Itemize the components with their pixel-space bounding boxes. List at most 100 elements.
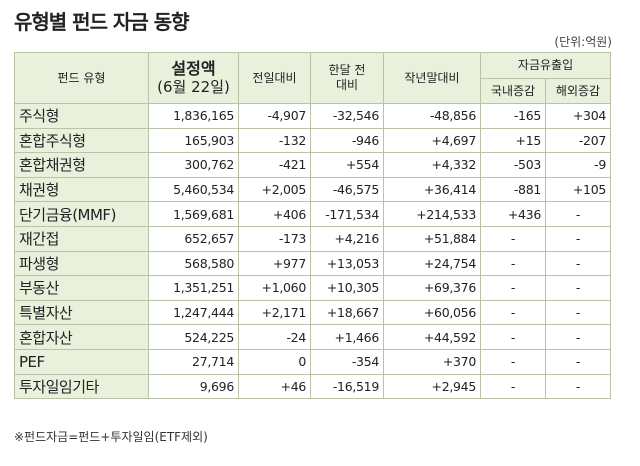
- value-cell: +554: [310, 152, 384, 178]
- table-row: 투자일임기타 9,696 +46 -16,519 +2,945- -: [14, 373, 612, 400]
- value-cell: +2,005: [238, 176, 311, 203]
- value-cell: -48,856: [383, 103, 481, 129]
- value-cell: +69,376: [383, 275, 481, 301]
- value-cell: +51,884: [383, 225, 481, 252]
- value-cell: 524,225: [148, 324, 239, 350]
- value-cell: +4,216: [310, 225, 384, 252]
- value-cell: -207: [544, 127, 612, 154]
- table-row: 파생형 568,580 +977 +13,053 +24,754- -: [14, 250, 612, 277]
- fund-table: 펀드 유형 설정액 (6월 22일) 전일대비 한달 전 대비 작년말대비 자금유출…: [14, 52, 612, 400]
- value-cell: -: [480, 275, 546, 301]
- value-cell: +1,466: [310, 324, 384, 350]
- header-cell: 설정액 (6월 22일): [148, 52, 239, 104]
- value-cell: -: [480, 373, 546, 400]
- value-cell: +2,171: [238, 299, 311, 326]
- value-cell: -132: [238, 127, 311, 154]
- value-cell: -354: [310, 348, 384, 375]
- fund-type: 부동산: [14, 275, 149, 301]
- value-cell: +46: [238, 373, 311, 400]
- header-cell: 자금유출입: [479, 52, 612, 79]
- header-cell: 해외증감: [544, 78, 612, 104]
- value-cell: +977: [238, 250, 311, 277]
- value-cell: -: [544, 324, 612, 350]
- value-cell: +13,053: [310, 250, 384, 277]
- fund-type: 재간접: [14, 225, 149, 252]
- fund-type: 파생형: [14, 250, 149, 277]
- table-row: 부동산 1,351,251 +1,060 +10,305 +69,376- -: [14, 275, 612, 301]
- value-cell: -46,575: [310, 176, 384, 203]
- value-cell: -4,907: [238, 103, 311, 129]
- value-cell: -: [544, 250, 612, 277]
- value-cell: 165,903: [148, 127, 239, 154]
- value-cell: +4,697: [383, 127, 481, 154]
- table-row: 혼합주식형 165,903 -132 -946 +4,697 +15 -207: [14, 127, 612, 154]
- header-line: 대비: [335, 78, 359, 92]
- fund-type: 채권형: [14, 176, 149, 203]
- value-cell: 568,580: [148, 250, 239, 277]
- value-cell: -: [544, 275, 612, 301]
- value-cell: -32,546: [310, 103, 384, 129]
- fund-type: 투자일임기타: [14, 373, 149, 400]
- value-cell: -: [480, 348, 546, 375]
- value-cell: -: [544, 201, 612, 227]
- table-body: 주식형 1,836,165 -4,907 -32,546 -48,856 -165 +304…: [14, 103, 612, 400]
- value-cell: -: [480, 299, 546, 326]
- unit: (단위:억원): [554, 35, 612, 49]
- value-cell: -165: [480, 103, 546, 129]
- header-line: 한달 전: [328, 63, 366, 77]
- header-cell: 한달 전 대비: [310, 52, 384, 104]
- value-cell: -: [544, 225, 612, 252]
- table-row: 채권형 5,460,534 +2,005 -46,575 +36,414 -881 +105: [14, 176, 612, 203]
- value-cell: 5,460,534: [148, 176, 239, 203]
- table-row: 혼합자산 524,225 -24 +1,466 +44,592- -: [14, 324, 612, 350]
- value-cell: -16,519: [310, 373, 384, 400]
- value-cell: -: [480, 250, 546, 277]
- value-cell: -881: [480, 176, 546, 203]
- value-cell: -946: [310, 127, 384, 154]
- header-cell: 작년말대비: [383, 52, 481, 104]
- table-row: 주식형 1,836,165 -4,907 -32,546 -48,856 -165 +304: [14, 103, 612, 129]
- value-cell: 652,657: [148, 225, 239, 252]
- value-cell: -173: [238, 225, 311, 252]
- fund-type: 주식형: [14, 103, 149, 129]
- value-cell: +1,060: [238, 275, 311, 301]
- value-cell: +36,414: [383, 176, 481, 203]
- value-cell: +4,332: [383, 152, 481, 178]
- fund-type: 혼합자산: [14, 324, 149, 350]
- value-cell: 1,351,251: [148, 275, 239, 301]
- title: 유형별 펀드 자금 동향: [14, 10, 189, 34]
- header-line: 설정액: [171, 59, 216, 78]
- fund-type: 혼합채권형: [14, 152, 149, 178]
- table-row: 단기금융(MMF) 1,569,681 +406 -171,534 +214,533 +4…: [14, 201, 612, 227]
- fund-type: 단기금융(MMF): [14, 201, 149, 227]
- value-cell: +406: [238, 201, 311, 227]
- value-cell: 300,762: [148, 152, 239, 178]
- value-cell: -: [544, 373, 612, 400]
- value-cell: +60,056: [383, 299, 481, 326]
- value-cell: -: [544, 348, 612, 375]
- value-cell: -503: [480, 152, 546, 178]
- value-cell: -: [480, 225, 546, 252]
- value-cell: +105: [544, 176, 612, 203]
- table-row: 특별자산 1,247,444 +2,171 +18,667 +60,056- -: [14, 299, 612, 326]
- table-row: PEF 27,714 0 -354 +370- -: [14, 348, 612, 375]
- value-cell: +370: [383, 348, 481, 375]
- header-cell: 국내증감: [480, 78, 546, 104]
- value-cell: 27,714: [148, 348, 239, 375]
- value-cell: +214,533: [383, 201, 481, 227]
- value-cell: 1,247,444: [148, 299, 239, 326]
- value-cell: 9,696: [148, 373, 239, 400]
- table-head: 펀드 유형 설정액 (6월 22일) 전일대비 한달 전 대비 작년말대비 자금유출…: [14, 52, 612, 104]
- value-cell: +10,305: [310, 275, 384, 301]
- table-row: 재간접 652,657 -173 +4,216 +51,884- -: [14, 225, 612, 252]
- value-cell: -24: [238, 324, 311, 350]
- header-line: (6월 22일): [157, 78, 230, 96]
- table-row: 혼합채권형 300,762 -421 +554 +4,332 -503 -9: [14, 152, 612, 178]
- header-cell: 전일대비: [238, 52, 311, 104]
- fund-type: 혼합주식형: [14, 127, 149, 154]
- value-cell: +304: [544, 103, 612, 129]
- value-cell: -: [544, 299, 612, 326]
- value-cell: 0: [238, 348, 311, 375]
- value-cell: +18,667: [310, 299, 384, 326]
